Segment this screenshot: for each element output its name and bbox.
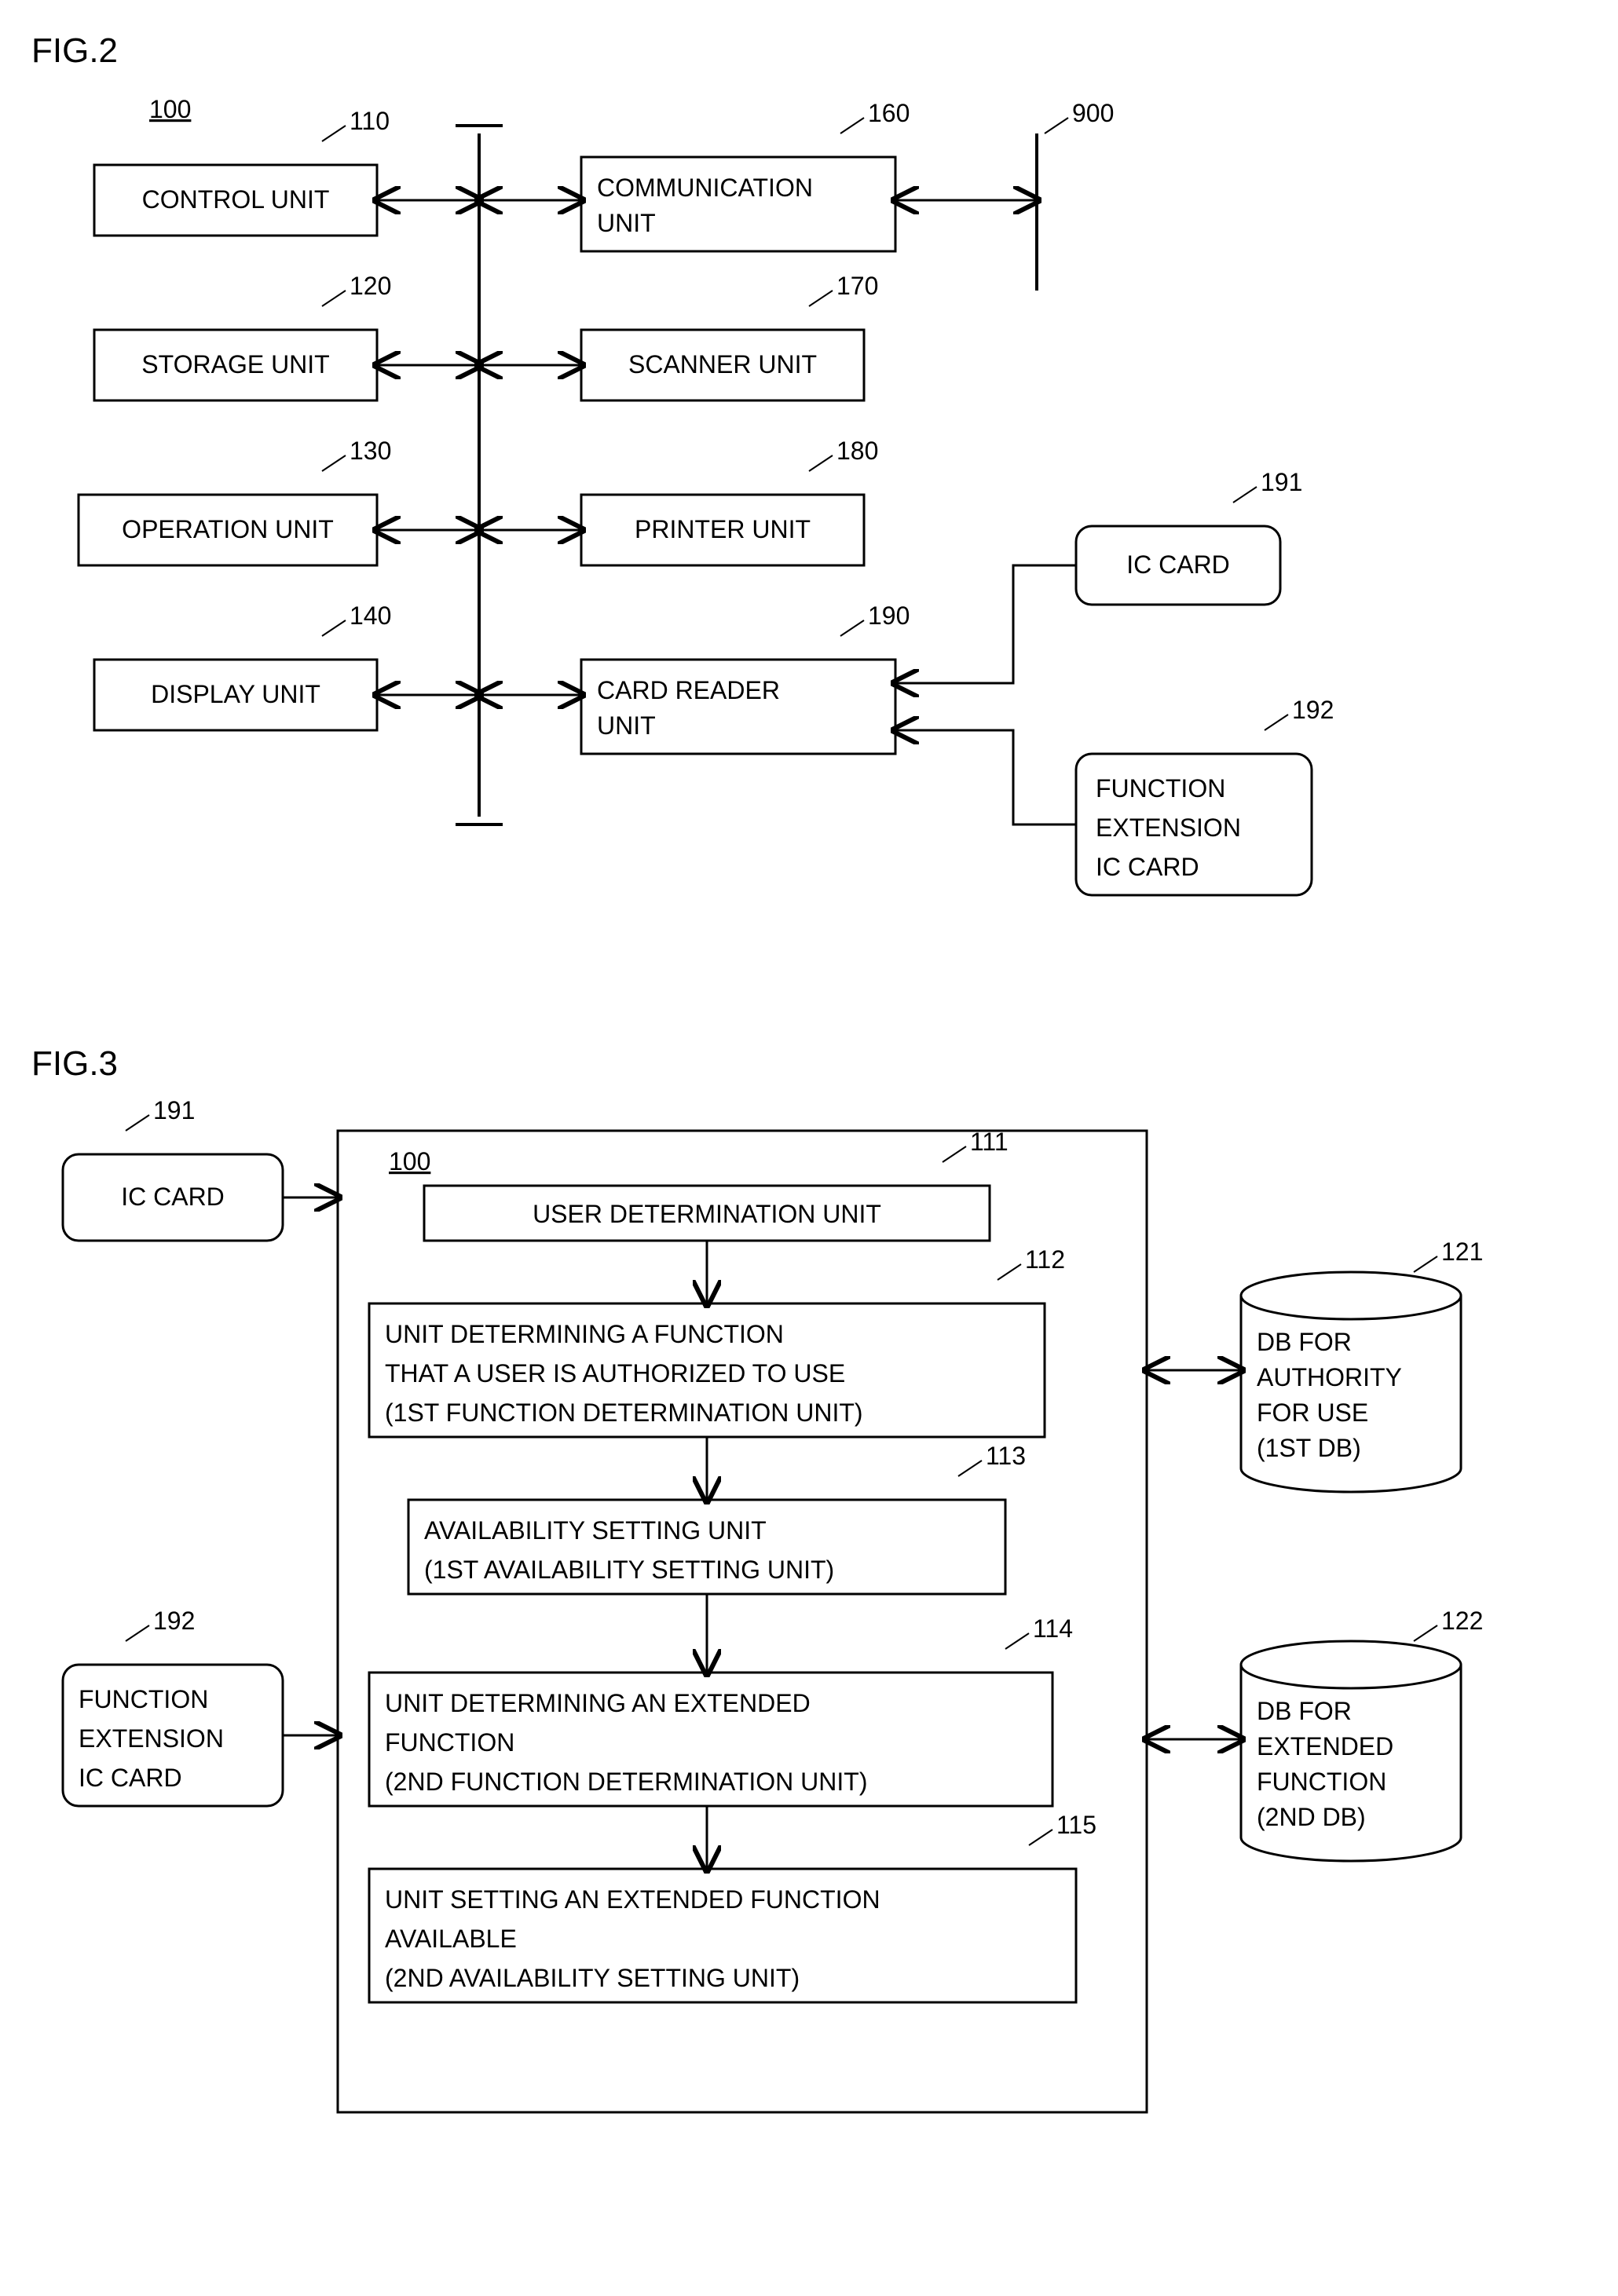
svg-text:IC CARD: IC CARD <box>79 1764 182 1792</box>
fig2-ic-card: IC CARD 191 <box>895 468 1302 683</box>
fig2-operation-unit: OPERATION UNIT 130 <box>79 437 479 565</box>
svg-text:180: 180 <box>836 437 878 465</box>
svg-text:AUTHORITY: AUTHORITY <box>1257 1363 1402 1391</box>
svg-text:THAT A USER IS AUTHORIZED TO U: THAT A USER IS AUTHORIZED TO USE <box>385 1359 845 1387</box>
svg-text:UNIT: UNIT <box>597 209 656 237</box>
fig2-ref-100: 100 <box>149 95 191 123</box>
fig3-db-2: DB FOR EXTENDED FUNCTION (2ND DB) 122 <box>1147 1607 1483 1861</box>
fig3-ic-card: IC CARD 191 <box>63 1099 338 1241</box>
svg-text:UNIT SETTING AN EXTENDED FUNCT: UNIT SETTING AN EXTENDED FUNCTION <box>385 1885 880 1914</box>
svg-text:DB FOR: DB FOR <box>1257 1697 1352 1725</box>
svg-text:(2ND FUNCTION DETERMINATION UN: (2ND FUNCTION DETERMINATION UNIT) <box>385 1768 867 1796</box>
fig2-communication-unit: COMMUNICATION UNIT 160 <box>479 99 910 251</box>
svg-text:160: 160 <box>868 99 910 127</box>
svg-text:AVAILABLE: AVAILABLE <box>385 1925 517 1953</box>
svg-text:191: 191 <box>1261 468 1302 496</box>
fig3-ref-100: 100 <box>389 1147 430 1175</box>
fig3-func-determination-2: UNIT DETERMINING AN EXTENDED FUNCTION (2… <box>369 1614 1073 1806</box>
fig2-func-ext-ic-card: FUNCTION EXTENSION IC CARD 192 <box>895 696 1334 895</box>
svg-text:170: 170 <box>836 272 878 300</box>
fig2-printer-unit: PRINTER UNIT 180 <box>479 437 878 565</box>
fig2-control-unit: CONTROL UNIT 110 <box>94 107 479 236</box>
svg-text:192: 192 <box>153 1607 195 1635</box>
svg-text:COMMUNICATION: COMMUNICATION <box>597 174 813 202</box>
svg-text:112: 112 <box>1025 1245 1065 1274</box>
svg-text:(2ND DB): (2ND DB) <box>1257 1803 1366 1831</box>
fig3-func-ext-ic-card: FUNCTION EXTENSION IC CARD 192 <box>63 1607 338 1806</box>
svg-text:900: 900 <box>1072 99 1114 127</box>
svg-text:(1ST FUNCTION DETERMINATION UN: (1ST FUNCTION DETERMINATION UNIT) <box>385 1398 863 1427</box>
svg-text:(1ST AVAILABILITY SETTING UNIT: (1ST AVAILABILITY SETTING UNIT) <box>424 1556 834 1584</box>
fig3-title: FIG.3 <box>31 1044 1587 1084</box>
fig3-availability-2: UNIT SETTING AN EXTENDED FUNCTION AVAILA… <box>369 1811 1096 2002</box>
svg-text:IC CARD: IC CARD <box>121 1183 225 1211</box>
svg-text:UNIT DETERMINING AN EXTENDED: UNIT DETERMINING AN EXTENDED <box>385 1689 811 1717</box>
svg-text:113: 113 <box>986 1442 1026 1470</box>
svg-text:(2ND AVAILABILITY SETTING UNIT: (2ND AVAILABILITY SETTING UNIT) <box>385 1964 800 1992</box>
svg-text:IC CARD: IC CARD <box>1126 550 1230 579</box>
svg-text:AVAILABILITY SETTING UNIT: AVAILABILITY SETTING UNIT <box>424 1516 767 1545</box>
fig2-network: 900 <box>895 99 1114 291</box>
svg-text:110: 110 <box>350 107 390 135</box>
fig3-db-1: DB FOR AUTHORITY FOR USE (1ST DB) 121 <box>1147 1238 1483 1492</box>
fig2-scanner-unit: SCANNER UNIT 170 <box>479 272 878 400</box>
svg-text:STORAGE UNIT: STORAGE UNIT <box>141 350 329 378</box>
fig3-availability-1: AVAILABILITY SETTING UNIT (1ST AVAILABIL… <box>408 1442 1026 1594</box>
svg-text:EXTENSION: EXTENSION <box>79 1724 224 1753</box>
svg-text:121: 121 <box>1441 1238 1483 1266</box>
svg-text:(1ST DB): (1ST DB) <box>1257 1434 1361 1462</box>
fig2-title: FIG.2 <box>31 31 1587 71</box>
svg-text:CARD READER: CARD READER <box>597 676 780 704</box>
svg-text:IC CARD: IC CARD <box>1096 853 1199 881</box>
fig2-storage-unit: STORAGE UNIT 120 <box>94 272 479 400</box>
svg-text:130: 130 <box>350 437 391 465</box>
svg-text:115: 115 <box>1056 1811 1096 1839</box>
svg-text:DB FOR: DB FOR <box>1257 1328 1352 1356</box>
svg-text:FOR USE: FOR USE <box>1257 1398 1368 1427</box>
svg-text:122: 122 <box>1441 1607 1483 1635</box>
svg-text:192: 192 <box>1292 696 1334 724</box>
svg-text:190: 190 <box>868 601 910 630</box>
fig3-user-determination-unit: USER DETERMINATION UNIT 111 <box>424 1128 1009 1241</box>
fig3-func-determination-1: UNIT DETERMINING A FUNCTION THAT A USER … <box>369 1245 1065 1437</box>
svg-text:FUNCTION: FUNCTION <box>79 1685 208 1713</box>
svg-text:SCANNER UNIT: SCANNER UNIT <box>628 350 817 378</box>
fig3-svg: 100 IC CARD 191 FUNCTION EXTENSION IC CA… <box>31 1099 1587 2120</box>
svg-text:DISPLAY UNIT: DISPLAY UNIT <box>151 680 320 708</box>
svg-text:FUNCTION: FUNCTION <box>385 1728 514 1757</box>
svg-text:USER DETERMINATION UNIT: USER DETERMINATION UNIT <box>533 1200 881 1228</box>
svg-text:FUNCTION: FUNCTION <box>1096 774 1225 803</box>
fig2-card-reader-unit: CARD READER UNIT 190 <box>479 601 910 754</box>
svg-text:120: 120 <box>350 272 391 300</box>
svg-text:191: 191 <box>153 1099 195 1124</box>
svg-text:OPERATION UNIT: OPERATION UNIT <box>122 515 334 543</box>
figure-3: FIG.3 100 IC CARD 191 FUNCTION EXTENSION <box>31 1044 1587 2120</box>
svg-text:111: 111 <box>970 1128 1009 1156</box>
svg-text:EXTENSION: EXTENSION <box>1096 813 1241 842</box>
svg-text:FUNCTION: FUNCTION <box>1257 1768 1386 1796</box>
svg-text:UNIT: UNIT <box>597 711 656 740</box>
svg-text:CONTROL UNIT: CONTROL UNIT <box>142 185 330 214</box>
figure-2: FIG.2 100 CONTROL UNIT 110 STORA <box>31 31 1587 950</box>
svg-text:114: 114 <box>1033 1614 1073 1643</box>
svg-text:EXTENDED: EXTENDED <box>1257 1732 1393 1760</box>
fig2-display-unit: DISPLAY UNIT 140 <box>94 601 479 730</box>
svg-text:UNIT DETERMINING A FUNCTION: UNIT DETERMINING A FUNCTION <box>385 1320 784 1348</box>
fig2-svg: 100 CONTROL UNIT 110 STORAGE UNIT 120 OP… <box>31 86 1587 950</box>
svg-text:140: 140 <box>350 601 391 630</box>
svg-text:PRINTER UNIT: PRINTER UNIT <box>635 515 811 543</box>
